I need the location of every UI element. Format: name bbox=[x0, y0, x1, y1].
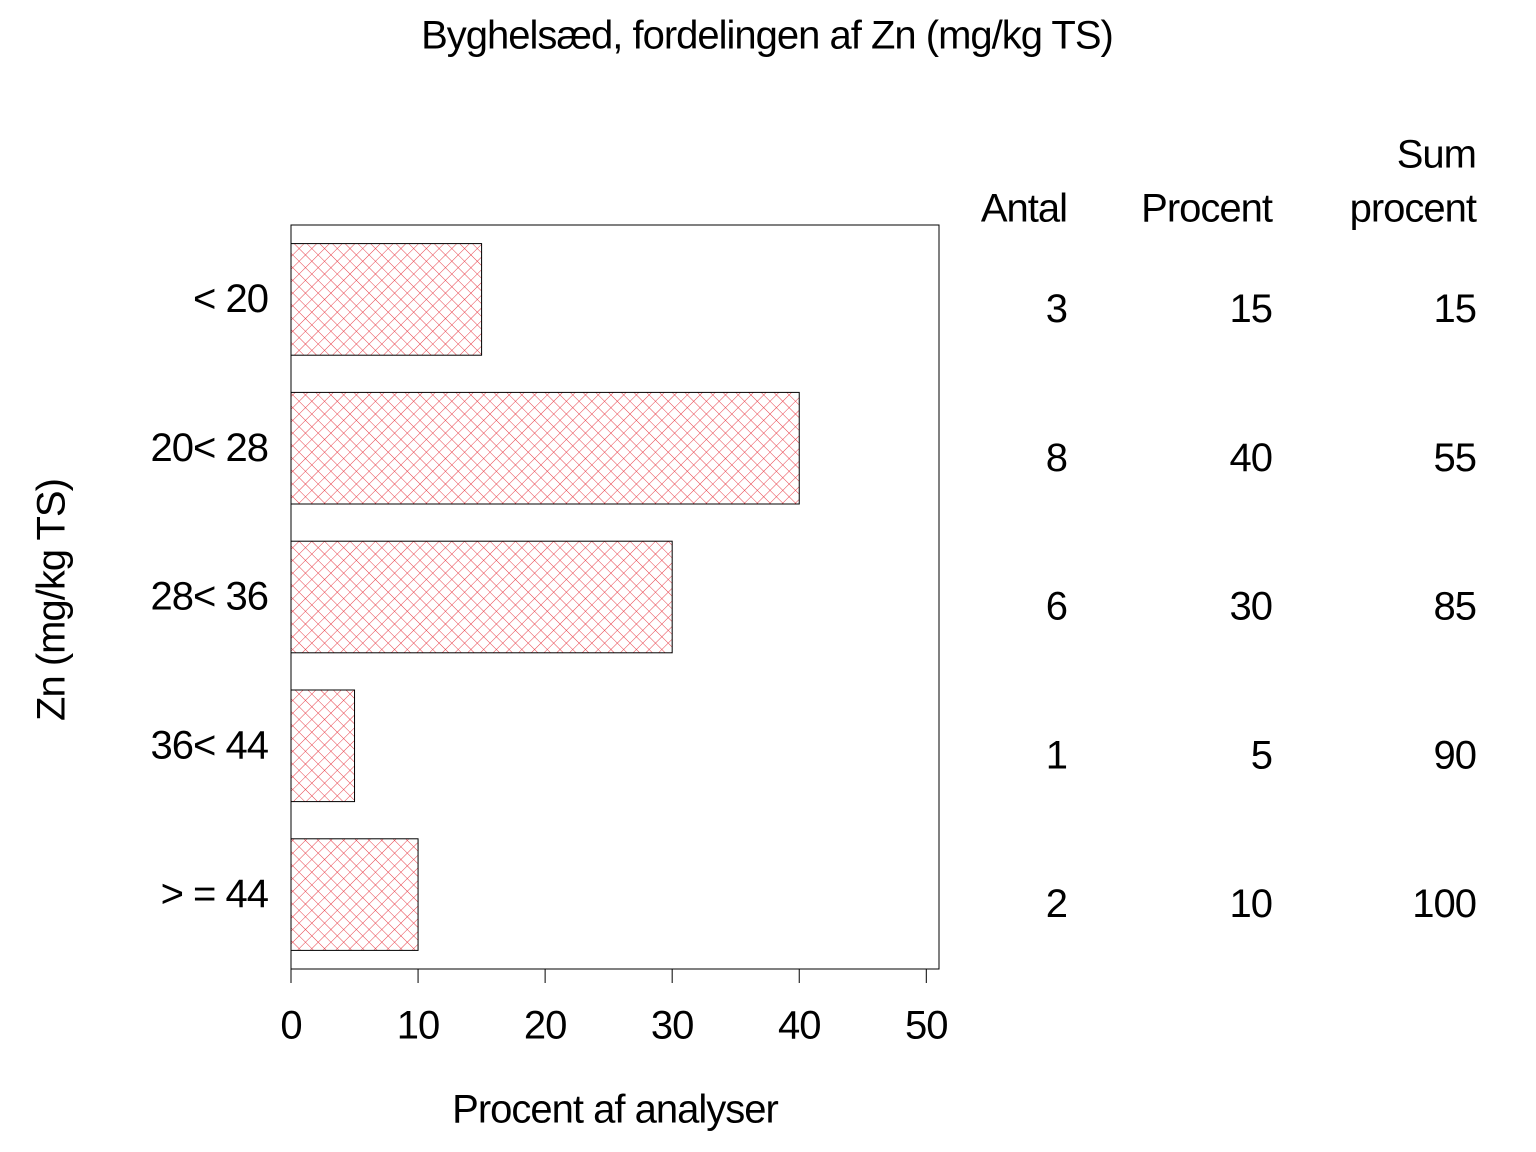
table-cell: 6 bbox=[1046, 585, 1067, 629]
bar bbox=[290, 540, 673, 654]
y-tick-label: 36< 44 bbox=[151, 723, 269, 767]
table-cell: 90 bbox=[1434, 733, 1477, 777]
table-cell: 10 bbox=[1230, 882, 1273, 926]
x-tick-label: 10 bbox=[397, 1004, 440, 1048]
bar bbox=[290, 243, 483, 356]
x-tick-label: 30 bbox=[651, 1004, 694, 1048]
table-cell: 30 bbox=[1230, 585, 1273, 629]
table-cell: 85 bbox=[1434, 585, 1477, 629]
chart-title: Byghelsæd, fordelingen af Zn (mg/kg TS) bbox=[421, 14, 1113, 58]
table-cell: 5 bbox=[1251, 733, 1272, 777]
bar bbox=[290, 391, 800, 505]
table-cell: 40 bbox=[1230, 436, 1273, 480]
table-cell: 3 bbox=[1046, 287, 1067, 331]
y-tick-label: 28< 36 bbox=[151, 575, 268, 619]
table-cell: 15 bbox=[1434, 287, 1477, 331]
table-cell: 100 bbox=[1412, 882, 1476, 926]
bar bbox=[290, 838, 419, 951]
x-tick-label: 40 bbox=[778, 1004, 821, 1048]
x-tick-label: 0 bbox=[280, 1004, 301, 1048]
table-cell: 55 bbox=[1434, 436, 1477, 480]
table-header: Sum bbox=[1397, 133, 1476, 177]
y-tick-label: < 20 bbox=[193, 277, 268, 321]
x-tick-label: 20 bbox=[524, 1004, 567, 1048]
table-header: Procent bbox=[1141, 187, 1273, 231]
table-cell: 2 bbox=[1046, 882, 1067, 926]
y-tick-label: > = 44 bbox=[161, 872, 269, 916]
table-cell: 1 bbox=[1046, 733, 1067, 777]
table-header: Antal bbox=[981, 187, 1067, 231]
y-axis-label: Zn (mg/kg TS) bbox=[30, 479, 74, 721]
table-cell: 15 bbox=[1230, 287, 1273, 331]
bar bbox=[290, 689, 356, 803]
y-tick-label: 20< 28 bbox=[151, 426, 268, 470]
table-cell: 8 bbox=[1046, 436, 1067, 480]
x-axis-label: Procent af analyser bbox=[452, 1088, 778, 1132]
table-header: procent bbox=[1350, 187, 1477, 231]
x-tick-label: 50 bbox=[905, 1004, 948, 1048]
